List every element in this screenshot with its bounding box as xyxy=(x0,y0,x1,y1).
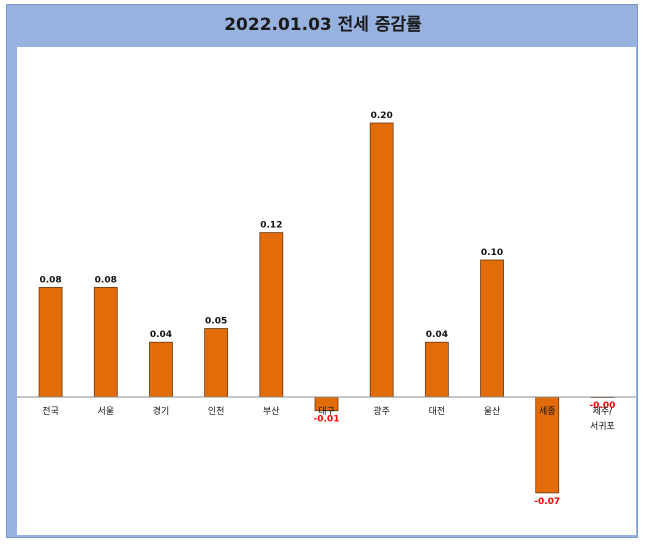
category-label-10-0: 제주/ xyxy=(593,406,614,417)
value-label-2: 0.04 xyxy=(150,330,172,340)
value-label-1: 0.08 xyxy=(95,275,117,285)
value-label-4: 0.12 xyxy=(260,221,282,231)
value-label-10: -0.00 xyxy=(589,401,615,411)
value-label-8: 0.10 xyxy=(481,248,503,258)
bar-0 xyxy=(38,286,63,398)
chart-title: 2022.01.03 전세 증감률 xyxy=(224,15,422,35)
category-label-9: 세종 xyxy=(539,406,556,417)
category-label-2: 경기 xyxy=(153,405,170,417)
bar-2 xyxy=(149,341,173,398)
value-label-7: 0.04 xyxy=(426,330,448,340)
plot-area: 0.08 전국 0.08 서울 0.04 경기 0.05 인천 0.12 부산 -0.01 대구 0.2… xyxy=(17,47,636,535)
value-label-6: 0.20 xyxy=(371,111,393,121)
bar-1 xyxy=(93,286,118,398)
category-label-10-1: 서귀포 xyxy=(590,421,615,432)
value-label-5: -0.01 xyxy=(314,415,340,425)
category-label-3: 인천 xyxy=(208,406,225,417)
value-label-0: 0.08 xyxy=(39,275,61,285)
bar-3 xyxy=(204,328,229,398)
category-label-1: 서울 xyxy=(97,406,114,417)
category-label-5: 대구 xyxy=(318,406,335,417)
bar-7 xyxy=(424,341,449,398)
category-label-7: 대전 xyxy=(429,406,446,417)
value-label-9: -0.07 xyxy=(534,497,560,507)
chart-frame: 2022.01.03 전세 증감률 0.08 전국 0.08 서울 0.04 경기 0.05… xyxy=(6,4,638,538)
value-label-3: 0.05 xyxy=(205,317,227,327)
category-label-6: 광주 xyxy=(373,405,390,417)
category-label-4: 부산 xyxy=(263,406,280,417)
category-label-0: 전국 xyxy=(42,406,59,417)
bar-4 xyxy=(259,232,284,398)
bar-8 xyxy=(480,259,504,398)
bar-6 xyxy=(369,122,394,398)
category-label-8: 울산 xyxy=(484,406,501,417)
